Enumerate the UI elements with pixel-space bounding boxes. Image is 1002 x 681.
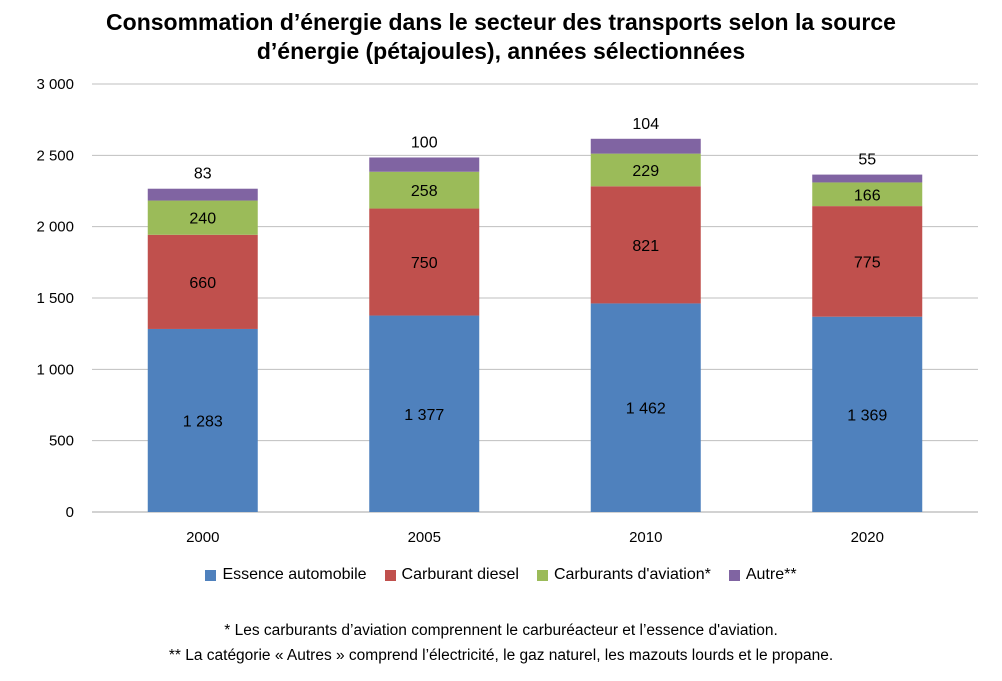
bar-segment-essence-automobile-2020 [812,316,923,512]
data-label-carburants-d-aviation-2005: 258 [411,183,438,200]
legend-label-diesel: Carburant diesel [401,566,519,583]
bar-segment-carburant-diesel-2020 [812,206,923,317]
bar-segment-autre-2005 [369,157,480,172]
legend-item-aviation: Carburants d'aviation* [536,566,711,584]
y-tick-label: 2 000 [36,219,74,236]
bar-segment-autre-2010 [590,138,701,154]
legend-label-autre: Autre** [745,566,797,583]
data-label-autre-2020: 55 [858,152,876,169]
bar-segment-carburants-d-aviation-2010 [590,153,701,187]
data-label-carburant-diesel-2000: 660 [189,275,216,292]
legend-swatch-aviation [536,569,548,581]
y-tick-label: 2 500 [36,147,74,164]
legend-swatch-essence [205,569,217,581]
data-label-autre-2000: 83 [194,166,212,183]
y-tick-label: 3 000 [36,76,74,93]
data-label-essence-automobile-2020: 1 369 [847,407,887,424]
data-label-essence-automobile-2000: 1 283 [183,413,223,430]
chart-title: Consommation d’énergie dans le secteur d… [0,8,1002,66]
x-tick-label: 2000 [186,529,219,546]
stacked-bar-chart: 0 500 1 000 1 500 2 000 2 500 3 000 1 283 660 240… [36,76,978,546]
bar-segment-autre-2000 [147,188,258,201]
bar-segment-essence-automobile-2000 [147,328,258,512]
legend-label-essence: Essence automobile [222,566,367,583]
data-label-autre-2005: 100 [411,134,438,151]
data-label-carburants-d-aviation-2000: 240 [189,211,216,228]
chart-title-line-2: d’énergie (pétajoules), années sélection… [256,38,746,64]
chart-title-line-1: Consommation d’énergie dans le secteur d… [106,9,896,35]
bar-segment-carburant-diesel-2000 [147,234,258,329]
bar-segment-carburant-diesel-2010 [590,186,701,304]
chart-legend: Essence automobile Carburant diesel Carb… [0,566,1002,584]
y-tick-label: 1 500 [36,290,74,307]
bar-segment-carburants-d-aviation-2005 [369,171,480,209]
legend-item-essence: Essence automobile [205,566,367,584]
footnote-autres: ** La catégorie « Autres » comprend l’él… [168,647,834,664]
y-tick-label: 0 [66,504,74,521]
data-label-essence-automobile-2010: 1 462 [626,401,666,418]
bar-segment-carburants-d-aviation-2020 [812,182,923,207]
footnotes: * Les carburants d’aviation comprennent … [0,618,1002,668]
legend-item-autre: Autre** [728,566,797,584]
data-label-autre-2010: 104 [632,116,659,133]
legend-swatch-diesel [384,569,396,581]
bar-segment-essence-automobile-2010 [590,303,701,512]
legend-item-diesel: Carburant diesel [384,566,519,584]
bar-segment-carburant-diesel-2005 [369,208,480,316]
y-tick-label: 500 [49,433,74,450]
legend-label-aviation: Carburants d'aviation* [553,566,711,583]
data-label-carburant-diesel-2010: 821 [632,238,659,255]
bar-segment-autre-2020 [812,174,923,183]
x-tick-label: 2005 [408,529,441,546]
x-tick-label: 2020 [851,529,884,546]
data-label-carburants-d-aviation-2020: 166 [854,187,881,204]
footnote-aviation: * Les carburants d’aviation comprennent … [224,622,778,639]
x-tick-label: 2010 [629,529,662,546]
data-label-essence-automobile-2005: 1 377 [404,407,444,424]
bar-segment-carburants-d-aviation-2000 [147,200,258,235]
bar-segment-essence-automobile-2005 [369,315,480,512]
data-label-carburants-d-aviation-2010: 229 [632,163,659,180]
data-label-carburant-diesel-2020: 775 [854,254,881,271]
y-tick-label: 1 000 [36,361,74,378]
legend-swatch-autre [728,569,740,581]
data-label-carburant-diesel-2005: 750 [411,255,438,272]
